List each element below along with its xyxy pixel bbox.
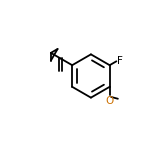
Text: F: F: [117, 56, 123, 66]
Text: O: O: [105, 96, 114, 106]
